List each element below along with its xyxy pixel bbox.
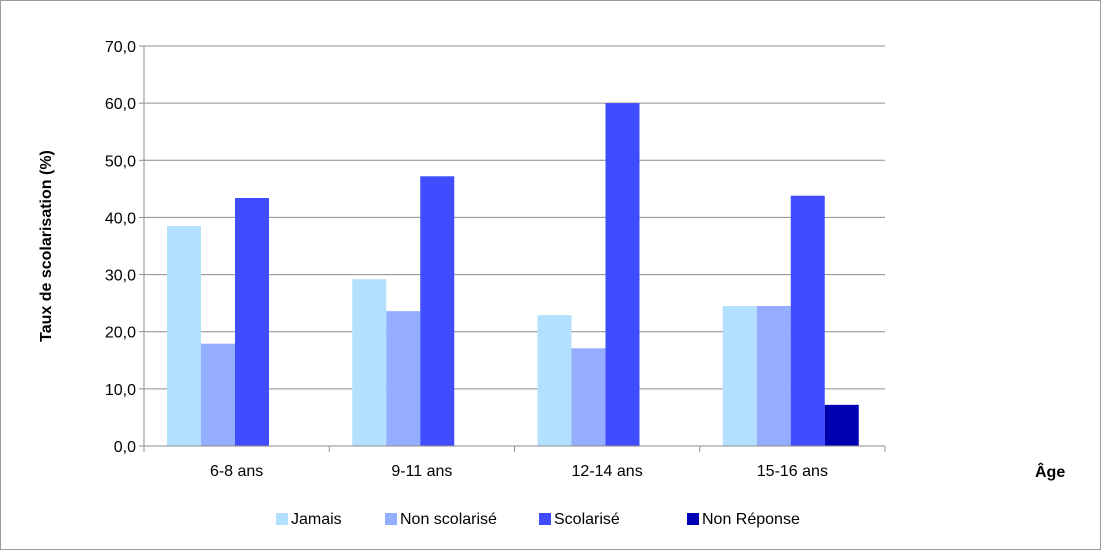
legend-label: Non Réponse (702, 511, 800, 528)
y-tick-label: 40,0 (105, 210, 136, 227)
axes: 0,0 10,0 20,0 30,0 40,0 50,0 60,0 70,0 6-8 ans 9-… (105, 39, 886, 480)
y-tick-label: 70,0 (105, 39, 136, 56)
bar (167, 226, 201, 446)
x-tick-label: 15-16 ans (757, 463, 828, 480)
y-tick-label: 50,0 (105, 153, 136, 170)
legend-swatch (539, 513, 551, 525)
legend: Jamais Non scolarisé Scolarisé Non Réponse (276, 511, 800, 528)
bar (790, 195, 825, 446)
x-axis-label: Âge (1035, 462, 1065, 481)
y-axis-label: Taux de scolarisation (%) (38, 150, 55, 342)
legend-swatch (385, 513, 397, 525)
x-tick-label: 9-11 ans (391, 463, 452, 480)
y-tick-label: 60,0 (105, 96, 136, 113)
bar (756, 306, 791, 446)
legend-label: Non scolarisé (400, 511, 497, 528)
bar (722, 306, 757, 446)
y-tick-label: 0,0 (114, 439, 136, 456)
legend-label: Jamais (291, 511, 342, 528)
bar (537, 315, 572, 446)
legend-swatch (687, 513, 699, 525)
x-tick-label: 6-8 ans (210, 463, 263, 480)
x-tick-label: 12-14 ans (572, 463, 643, 480)
legend-label: Scolarisé (554, 511, 620, 528)
bars (167, 103, 859, 447)
y-tick-label: 20,0 (105, 325, 136, 342)
bar (352, 279, 387, 446)
bar (201, 343, 235, 446)
y-tick-label: 10,0 (105, 382, 136, 399)
y-tick-label: 30,0 (105, 268, 136, 285)
legend-swatch (276, 513, 288, 525)
bar (386, 311, 421, 446)
bar (605, 103, 640, 447)
bar (824, 404, 859, 446)
bar (235, 198, 269, 446)
bar (420, 176, 455, 447)
bar (571, 348, 606, 446)
